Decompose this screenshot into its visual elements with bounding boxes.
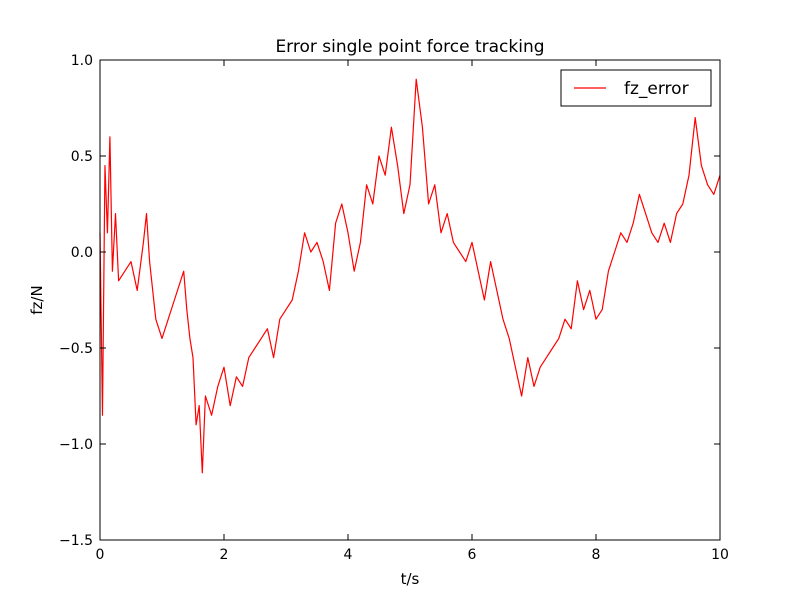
plot-frame xyxy=(99,59,721,541)
plot-area xyxy=(99,78,721,474)
x-tick-label: 6 xyxy=(468,547,477,563)
x-tick-label: 8 xyxy=(592,547,601,563)
x-tick-label: 4 xyxy=(344,547,353,563)
x-tick-label: 2 xyxy=(220,547,229,563)
legend-label-fz-error: fz_error xyxy=(624,79,689,99)
axis-ticks: 0 2 4 6 8 10 −1.5 −1.0 −0.5 0.0 0.5 1.0 xyxy=(59,53,729,563)
x-tick-label: 0 xyxy=(96,547,105,563)
y-tick-label: −0.5 xyxy=(59,341,93,357)
x-axis-label: t/s xyxy=(401,570,420,588)
y-tick-label: −1.0 xyxy=(59,437,93,453)
y-tick-label: 0.0 xyxy=(71,245,93,261)
legend: fz_error xyxy=(560,69,712,107)
y-tick-label: 1.0 xyxy=(71,53,93,69)
x-tick-label: 10 xyxy=(711,547,729,563)
chart-title: Error single point force tracking xyxy=(275,37,544,57)
series-line-fz-error xyxy=(99,78,721,474)
y-tick-label: 0.5 xyxy=(71,149,93,165)
y-axis-label: fz/N xyxy=(28,285,46,314)
y-tick-label: −1.5 xyxy=(59,533,93,549)
